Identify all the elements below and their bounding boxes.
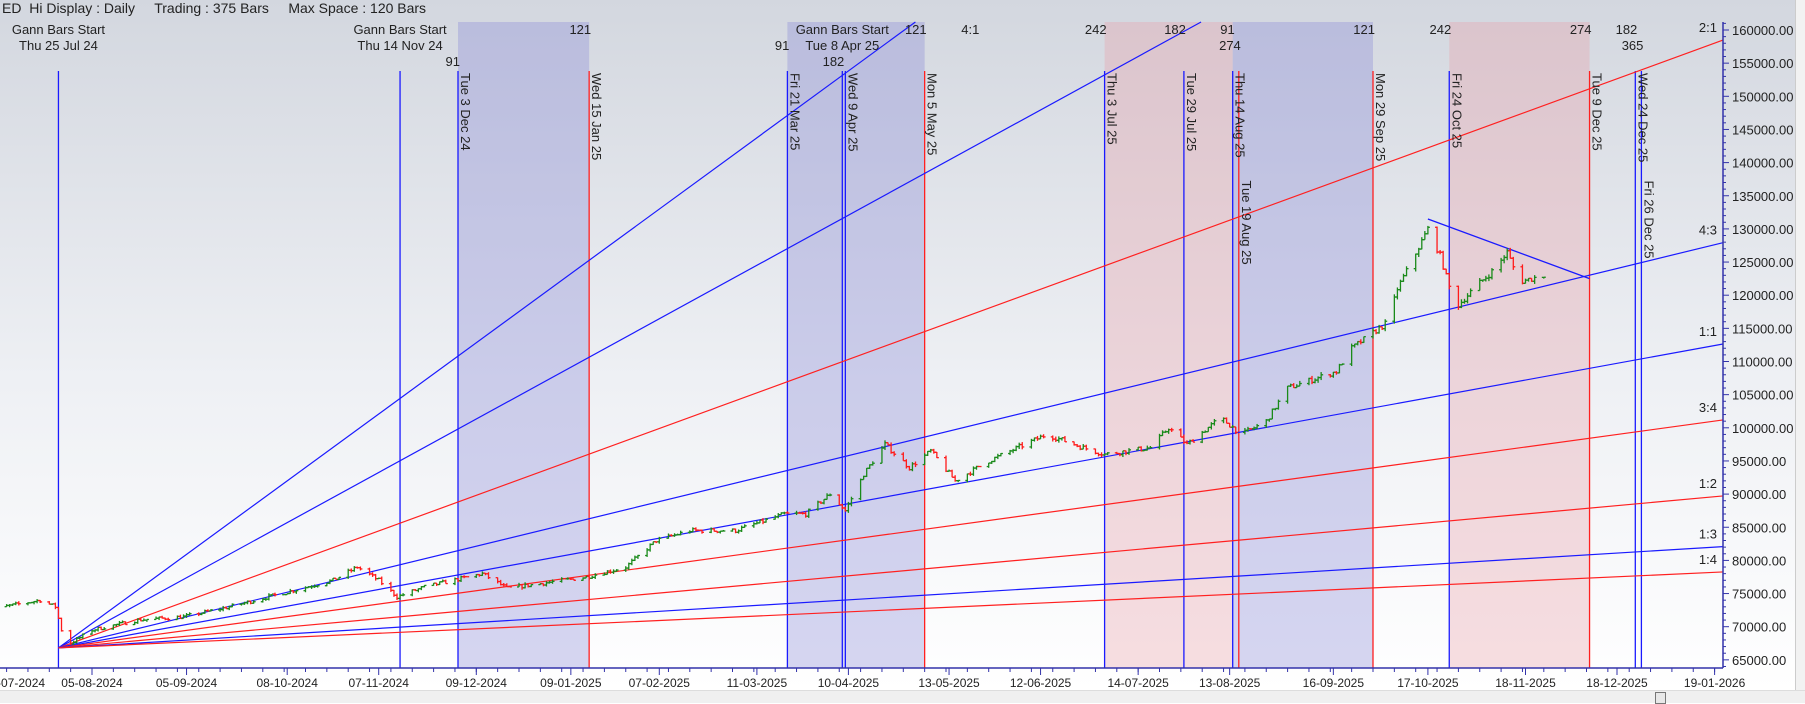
price-tick-label: 135000.00 [1732,189,1793,204]
gann-ratio-label: 1:1 [1699,324,1717,339]
price-tick-label: 95000.00 [1732,454,1786,469]
date-tick-label: 07-11-2024 [348,676,409,690]
price-tick-label: 100000.00 [1732,421,1793,436]
cycle-marker-date: Mon 29 Sep 25 [1373,73,1388,161]
gann-ratio-label: 1:2 [1699,476,1717,491]
date-tick-label: 09-01-2025 [540,676,602,690]
price-tick-label: 145000.00 [1732,122,1793,137]
cycle-marker-date: Thu 14 Aug 25 [1233,73,1248,158]
cycle-marker-date: Fri 21 Mar 25 [787,73,802,150]
date-tick-label: 07-02-2025 [629,676,691,690]
cycle-marker-date: Tue 29 Jul 25 [1184,73,1199,151]
date-tick-label: 14-07-2025 [1107,676,1169,690]
price-tick-label: 115000.00 [1732,321,1793,336]
date-tick-label: 18-12-2025 [1586,676,1648,690]
cycle-marker-date: Fri 26 Dec 25 [1641,181,1656,259]
price-tick-label: 110000.00 [1732,355,1793,370]
price-tick-label: 75000.00 [1732,587,1786,602]
right-panel-scrollbar[interactable] [1795,0,1805,690]
date-tick-label: -07-2024 [0,676,45,690]
date-tick-label: 19-01-2026 [1684,676,1746,690]
cycle-zone-pink [1449,22,1589,668]
price-tick-label: 140000.00 [1732,156,1793,171]
gann-ratio-label: 2:1 [1699,20,1717,35]
price-tick-label: 120000.00 [1732,288,1793,303]
cycle-count-label: 91 [446,54,460,69]
cycle-marker-date: Wed 15 Jan 25 [589,73,604,160]
gann-start-date: Tue 8 Apr 25 [805,38,879,53]
horizontal-scrollbar[interactable] [0,690,1805,703]
gann-start-title: Gann Bars Start [796,22,890,37]
price-tick-label: 90000.00 [1732,487,1786,502]
price-tick-label: 105000.00 [1732,388,1793,403]
price-tick-label: 125000.00 [1732,255,1793,270]
price-tick-label: 160000.00 [1732,23,1793,38]
cycle-count-label: 274 [1570,22,1592,37]
date-tick-label: 18-11-2025 [1495,676,1556,690]
date-tick-label: 09-12-2024 [446,676,508,690]
cycle-count-label: 182 [1164,22,1186,37]
date-tick-label: 05-08-2024 [61,676,123,690]
cycle-count-label: 91 [1220,22,1234,37]
cycle-count-label: 91 [775,38,789,53]
cycle-marker-date: Thu 3 Jul 25 [1105,73,1120,145]
cycle-zone-pink [1105,22,1233,668]
cycle-count-label: 121 [569,22,591,37]
date-tick-label: 12-06-2025 [1010,676,1072,690]
cycle-count-label: 182 [823,54,845,69]
gann-start-title: Gann Bars Start [353,22,447,37]
date-tick-label: 16-09-2025 [1303,676,1365,690]
date-tick-label: 10-04-2025 [818,676,880,690]
price-tick-label: 65000.00 [1732,653,1786,668]
date-tick-label: 13-08-2025 [1199,676,1261,690]
date-tick-label: 11-03-2025 [727,676,788,690]
date-tick-label: 17-10-2025 [1397,676,1459,690]
scroll-thumb[interactable] [1655,692,1666,704]
cycle-count-label: 242 [1085,22,1107,37]
price-tick-label: 130000.00 [1732,222,1793,237]
cycle-count-label: 274 [1219,38,1241,53]
cycle-marker-date: Mon 5 May 25 [925,73,940,155]
cycle-marker-date: Tue 3 Dec 24 [458,73,473,151]
date-tick-label: 08-10-2024 [257,676,319,690]
gann-ratio-label: 4:3 [1699,223,1717,238]
cycle-count-label: 121 [905,22,927,37]
date-tick-label: 13-05-2025 [918,676,980,690]
gann-ratio-label: 3:4 [1699,400,1717,415]
cycle-marker-date: Fri 24 Oct 25 [1449,73,1464,148]
cycle-marker-date: Tue 9 Dec 25 [1590,73,1605,151]
price-tick-label: 80000.00 [1732,553,1786,568]
gann-ratio-label: 1:4 [1699,552,1717,567]
chart-header: ED Hi Display : Daily Trading : 375 Bars… [2,0,426,16]
date-tick-label: 05-09-2024 [156,676,218,690]
gann-ratio-label: 4:1 [961,22,979,37]
price-tick-label: 85000.00 [1732,520,1786,535]
cycle-count-label: 182 [1616,22,1638,37]
price-tick-label: 70000.00 [1732,620,1786,635]
gann-start-date: Thu 25 Jul 24 [19,38,98,53]
gann-ratio-label: 1:3 [1699,527,1717,542]
cycle-marker-date: Wed 24 Dec 25 [1635,73,1650,162]
cycle-count-label: 121 [1353,22,1375,37]
ohlc-bar [508,586,512,587]
price-tick-label: 150000.00 [1732,89,1793,104]
price-tick-label: 155000.00 [1732,56,1793,71]
cycle-marker-date: Tue 19 Aug 25 [1239,181,1254,265]
cycle-count-label: 365 [1622,38,1644,53]
gann-start-title: Gann Bars Start [12,22,106,37]
gann-start-date: Thu 14 Nov 24 [357,38,442,53]
cycle-count-label: 242 [1430,22,1452,37]
cycle-marker-date: Wed 9 Apr 25 [845,73,860,152]
